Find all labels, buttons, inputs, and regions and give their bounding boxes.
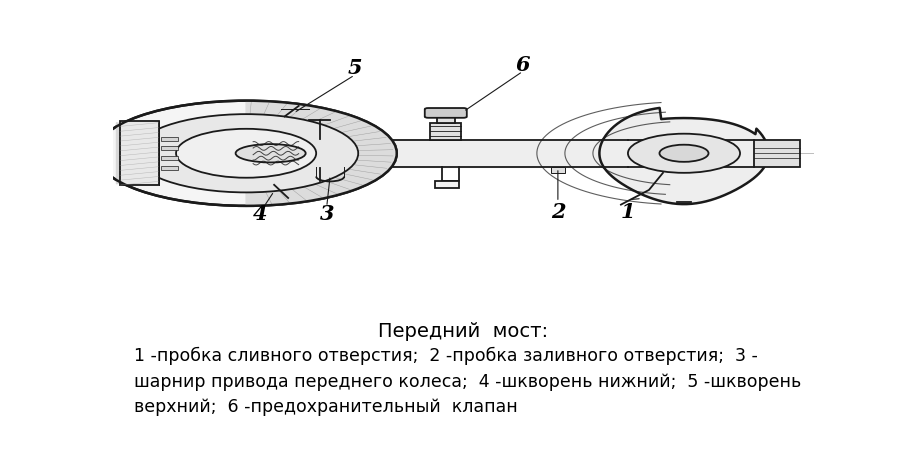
Text: 5: 5 — [347, 58, 361, 78]
Text: 6: 6 — [515, 55, 529, 75]
Bar — [161, 166, 178, 170]
Bar — [161, 137, 178, 140]
Bar — [161, 146, 178, 150]
Ellipse shape — [236, 144, 305, 163]
Polygon shape — [599, 108, 768, 204]
Polygon shape — [116, 123, 152, 184]
Circle shape — [134, 114, 358, 192]
Text: 3: 3 — [319, 204, 333, 225]
Text: 1: 1 — [620, 202, 635, 222]
Bar — [550, 167, 564, 173]
Circle shape — [176, 129, 316, 178]
Text: 1 -пробка сливного отверстия;  2 -пробка заливного отверстия;  3 -
шарнир привод: 1 -пробка сливного отверстия; 2 -пробка … — [134, 346, 800, 416]
Bar — [436, 116, 454, 123]
Bar — [120, 122, 158, 185]
Text: Передний  мост:: Передний мост: — [377, 322, 548, 341]
Bar — [161, 156, 178, 160]
Circle shape — [659, 145, 708, 162]
Circle shape — [96, 101, 396, 206]
Bar — [434, 182, 459, 188]
Text: 4: 4 — [253, 204, 267, 225]
Circle shape — [628, 134, 740, 173]
Bar — [753, 140, 799, 167]
FancyBboxPatch shape — [424, 108, 466, 118]
Bar — [430, 123, 461, 140]
Text: 2: 2 — [550, 202, 564, 222]
Polygon shape — [246, 101, 396, 206]
